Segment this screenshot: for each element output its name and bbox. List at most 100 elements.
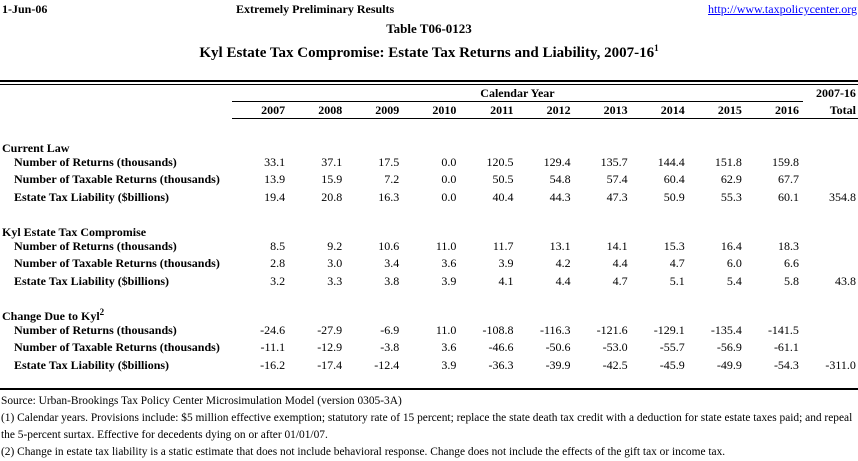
value-cell: 6.6 [783, 256, 799, 270]
value-cell: 11.7 [492, 238, 514, 253]
value-cell: 67.7 [777, 172, 799, 186]
value-cell: -129.1 [653, 322, 685, 337]
value-cell: 55.3 [720, 189, 742, 204]
value-cell: -11.1 [260, 340, 286, 354]
value-cell: 13.1 [549, 238, 571, 253]
value-cell: 15.9 [321, 172, 343, 186]
value-cell: 10.6 [378, 238, 400, 253]
value-cell: 3.4 [384, 256, 400, 270]
website-link[interactable]: http://www.taxpolicycenter.org [708, 2, 857, 16]
value-cell: -50.6 [545, 340, 571, 354]
value-cell: 16.3 [378, 189, 400, 204]
value-cell: 47.3 [606, 189, 628, 204]
row-label: Estate Tax Liability ($billions) [14, 189, 170, 204]
value-cell: 3.2 [270, 273, 286, 288]
value-cell: 3.9 [498, 256, 514, 270]
value-cell: 60.4 [663, 172, 685, 186]
value-cell: 60.1 [777, 189, 799, 204]
value-cell: 8.5 [270, 238, 286, 253]
table-row: Number of Taxable Returns (thousands) 13.… [0, 171, 858, 189]
value-cell: 135.7 [600, 154, 628, 169]
value-cell: 4.7 [669, 256, 685, 270]
value-cell: -53.0 [602, 340, 628, 354]
total-cell [803, 154, 858, 172]
year-column-header: 2010 [403, 102, 461, 119]
value-cell: -45.9 [659, 357, 685, 372]
total-cell [803, 339, 858, 357]
value-cell: 17.5 [378, 154, 400, 169]
total-span-header: 2007-16 [815, 86, 856, 100]
value-cell: 5.8 [783, 273, 799, 288]
value-cell: -27.9 [317, 322, 343, 337]
section-title-text: Change Due to Kyl [2, 309, 100, 323]
table-body: Current Law Number of Returns (thousands)… [0, 136, 858, 374]
table-number-title: Table T06-0123 [386, 21, 472, 36]
section-title: Change Due to Kyl2 [0, 304, 858, 326]
value-cell: 3.6 [441, 256, 457, 270]
section-title-text: Current Law [2, 141, 70, 155]
bottom-rule [0, 388, 858, 390]
value-cell: 54.8 [549, 172, 571, 186]
year-column-header: 2016 [745, 102, 803, 119]
year-column-header: 2012 [517, 102, 575, 119]
total-cell [803, 171, 858, 189]
value-cell: 15.3 [663, 238, 685, 253]
value-cell: 159.8 [771, 154, 799, 169]
year-column-header: 2015 [688, 102, 746, 119]
value-cell: 4.4 [612, 256, 628, 270]
table-row: Estate Tax Liability ($billions) -16.2 -17… [0, 357, 858, 375]
year-column-header: 2013 [574, 102, 632, 119]
total-cell: 43.8 [834, 273, 856, 288]
value-cell: 5.4 [726, 273, 742, 288]
table-row: Number of Taxable Returns (thousands) 2.8… [0, 255, 858, 273]
value-cell: -46.6 [488, 340, 514, 354]
section-title: Kyl Estate Tax Compromise [0, 220, 858, 242]
value-cell: -55.7 [659, 340, 685, 354]
value-cell: 3.6 [441, 340, 457, 354]
main-title-superscript: 1 [654, 43, 659, 53]
row-label: Number of Taxable Returns (thousands) [14, 340, 220, 354]
section-title-row: Kyl Estate Tax Compromise [0, 220, 858, 239]
footnote-2: (2) Change in estate tax liability is a … [1, 446, 726, 458]
value-cell: -42.5 [602, 357, 628, 372]
value-cell: -24.6 [260, 322, 286, 337]
source-note: Source: Urban-Brookings Tax Policy Cente… [1, 395, 402, 407]
value-cell: 7.2 [384, 172, 400, 186]
value-cell: 4.1 [498, 273, 514, 288]
section-title-text: Kyl Estate Tax Compromise [2, 225, 147, 239]
value-cell: -56.9 [716, 340, 742, 354]
value-cell: 0.0 [441, 154, 457, 169]
total-cell [803, 322, 858, 340]
value-cell: -141.5 [767, 322, 799, 337]
value-cell: 19.4 [264, 189, 286, 204]
year-column-header: 2014 [631, 102, 689, 119]
section-title-superscript: 2 [99, 307, 105, 317]
value-cell: -39.9 [545, 357, 571, 372]
year-column-header: 2009 [346, 102, 404, 119]
value-cell: -108.8 [482, 322, 514, 337]
value-cell: 37.1 [321, 154, 343, 169]
value-cell: -6.9 [380, 322, 400, 337]
value-cell: 3.8 [384, 273, 400, 288]
value-cell: 9.2 [327, 238, 343, 253]
footnote-1: (1) Calendar years. Provisions include: … [1, 412, 853, 441]
value-cell: 44.3 [549, 189, 571, 204]
header-spacer [0, 85, 232, 101]
value-cell: 62.9 [720, 172, 742, 186]
value-cell: 57.4 [606, 172, 628, 186]
main-title-text: Kyl Estate Tax Compromise: Estate Tax Re… [199, 45, 655, 61]
value-cell: 11.0 [435, 238, 457, 253]
value-cell: 2.8 [270, 256, 286, 270]
row-label: Estate Tax Liability ($billions) [14, 357, 170, 372]
row-label: Number of Returns (thousands) [14, 322, 177, 337]
section-title-row: Current Law [0, 136, 858, 155]
value-cell: 33.1 [264, 154, 286, 169]
total-cell [803, 255, 858, 273]
calendar-year-label: Calendar Year [232, 85, 803, 102]
value-cell: -116.3 [540, 322, 571, 337]
row-label: Estate Tax Liability ($billions) [14, 273, 170, 288]
value-cell: 0.0 [441, 172, 457, 186]
value-cell: 40.4 [492, 189, 514, 204]
row-label: Number of Returns (thousands) [14, 154, 177, 169]
